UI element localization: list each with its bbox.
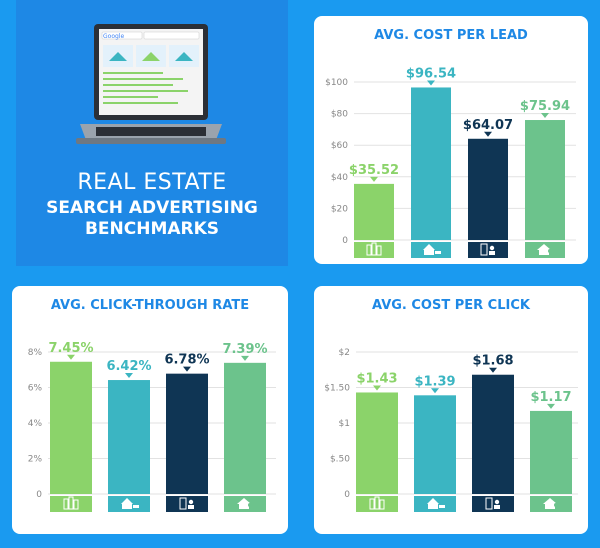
click-through-rate-chart: 0 2% 4% 6% 8% 7.45% 6.42% 6.78% 7.39%: [28, 341, 276, 512]
cost-per-lead-chart: 0 $20 $40 $60 $80 $100 $35.52 $96.54 $64.07 $75.9…: [325, 66, 576, 258]
y-tick-label: $1: [339, 419, 350, 429]
bar: [166, 373, 208, 494]
value-marker: [489, 367, 497, 373]
data-label: 6.42%: [106, 359, 151, 374]
buildings-icon: [50, 496, 92, 512]
y-tick-label: $40: [331, 173, 348, 183]
bar: [50, 361, 92, 494]
buildings-icon: [356, 496, 398, 512]
value-marker: [373, 385, 381, 391]
data-label: 7.39%: [222, 342, 267, 357]
y-tick-label: 6%: [28, 384, 43, 394]
data-label: $75.94: [520, 99, 570, 114]
data-label: $96.54: [406, 66, 456, 81]
bar: [356, 392, 398, 494]
y-tick-label: $100: [325, 78, 348, 88]
value-marker: [541, 113, 549, 119]
data-label: $35.52: [349, 163, 399, 178]
agent-building-icon: [166, 496, 208, 512]
y-tick-label: $80: [331, 110, 348, 120]
value-marker: [547, 403, 555, 409]
value-marker: [431, 388, 439, 394]
y-tick-label: 0: [342, 236, 348, 246]
data-label: $1.43: [356, 371, 397, 386]
y-tick-label: 0: [36, 490, 42, 500]
value-marker: [484, 131, 492, 137]
agent-building-icon: [468, 242, 508, 258]
data-label: $1.39: [414, 374, 455, 389]
data-label: $1.68: [472, 354, 513, 369]
house-agent-icon: [224, 496, 266, 512]
data-label: $1.17: [530, 390, 571, 405]
bar: [354, 183, 394, 240]
search-logo-text: Google: [103, 33, 124, 40]
bar: [411, 87, 451, 240]
hero-panel: Google REAL ESTATE SEARCH ADVERTISING BE…: [16, 0, 288, 266]
y-tick-label: $60: [331, 141, 348, 151]
cost-per-click-chart: 0 $.50 $1 $1.50 $2 $1.43 $1.39 $1.68 $1.17: [324, 348, 578, 512]
y-tick-label: $1.50: [324, 384, 350, 394]
bar: [414, 395, 456, 494]
y-tick-label: 2%: [28, 455, 43, 465]
y-tick-label: $2: [339, 348, 350, 358]
bar: [472, 374, 514, 494]
y-tick-label: 4%: [28, 419, 43, 429]
laptop-icon: Google: [76, 24, 226, 144]
house-for-sale-icon: [414, 496, 456, 512]
y-tick-label: $20: [331, 204, 348, 214]
chart-title: AVG. CLICK-THROUGH RATE: [50, 298, 250, 313]
hero-subtitle-line1: SEARCH ADVERTISING: [46, 198, 258, 218]
click-through-rate-card: AVG. CLICK-THROUGH RATE 0 2% 4% 6% 8% 7.45% 6.…: [12, 286, 288, 534]
chart-title: AVG. COST PER LEAD: [374, 28, 528, 43]
hero-title: REAL ESTATE: [77, 170, 227, 195]
house-agent-icon: [525, 242, 565, 258]
house-for-sale-icon: [108, 496, 150, 512]
value-marker: [370, 176, 378, 182]
cost-per-lead-card: AVG. COST PER LEAD 0 $20 $40 $60 $80 $100 $35.…: [314, 16, 588, 264]
chart-title: AVG. COST PER CLICK: [372, 298, 530, 313]
hero-subtitle: SEARCH ADVERTISING BENCHMARKS: [16, 198, 288, 240]
value-marker: [125, 373, 133, 379]
y-tick-label: $.50: [330, 455, 350, 465]
data-label: $64.07: [463, 118, 513, 133]
bar: [525, 120, 565, 240]
house-agent-icon: [530, 496, 572, 512]
data-label: 6.78%: [164, 353, 209, 368]
bar: [468, 138, 508, 240]
buildings-icon: [354, 242, 394, 258]
house-for-sale-icon: [411, 242, 451, 258]
bar: [108, 380, 150, 494]
bar: [530, 410, 572, 494]
value-marker: [427, 80, 435, 86]
hero-subtitle-line2: BENCHMARKS: [84, 219, 220, 239]
cost-per-click-card: AVG. COST PER CLICK 0 $.50 $1 $1.50 $2 $1.43 $…: [314, 286, 588, 534]
value-marker: [67, 354, 75, 360]
y-tick-label: 8%: [28, 348, 43, 358]
bar: [224, 362, 266, 494]
agent-building-icon: [472, 496, 514, 512]
y-tick-label: 0: [344, 490, 350, 500]
data-label: 7.45%: [48, 341, 93, 356]
value-marker: [183, 366, 191, 372]
value-marker: [241, 355, 249, 361]
